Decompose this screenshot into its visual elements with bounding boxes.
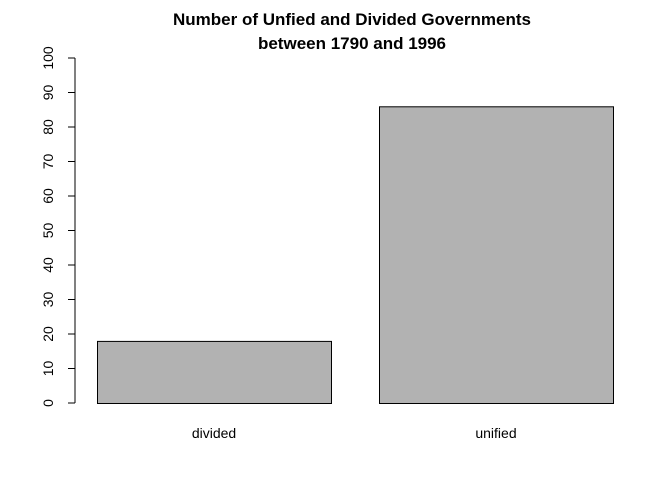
y-axis: 0 10 20 30 40 50 60 70 80 90 100 xyxy=(40,46,76,407)
chart-title-line-2: between 1790 and 1996 xyxy=(258,34,446,53)
y-tick-label: 90 xyxy=(40,85,56,101)
x-category-label: divided xyxy=(192,425,236,441)
y-tick-label: 30 xyxy=(40,292,56,308)
y-tick-label: 60 xyxy=(40,188,56,204)
y-tick-label: 40 xyxy=(40,257,56,273)
y-tick-label: 80 xyxy=(40,119,56,135)
y-tick-label: 10 xyxy=(40,361,56,377)
y-tick-label: 100 xyxy=(40,46,56,70)
y-tick-label: 20 xyxy=(40,326,56,342)
chart-title-line-1: Number of Unfied and Divided Governments xyxy=(173,10,531,29)
y-tick-label: 70 xyxy=(40,154,56,170)
x-category-label: unified xyxy=(475,425,516,441)
y-tick-label: 0 xyxy=(40,399,56,407)
bar-divided xyxy=(97,340,332,404)
y-tick-label: 50 xyxy=(40,223,56,239)
bars xyxy=(97,106,614,405)
bar-unified xyxy=(379,106,614,405)
x-axis-labels: divided unified xyxy=(192,425,517,441)
